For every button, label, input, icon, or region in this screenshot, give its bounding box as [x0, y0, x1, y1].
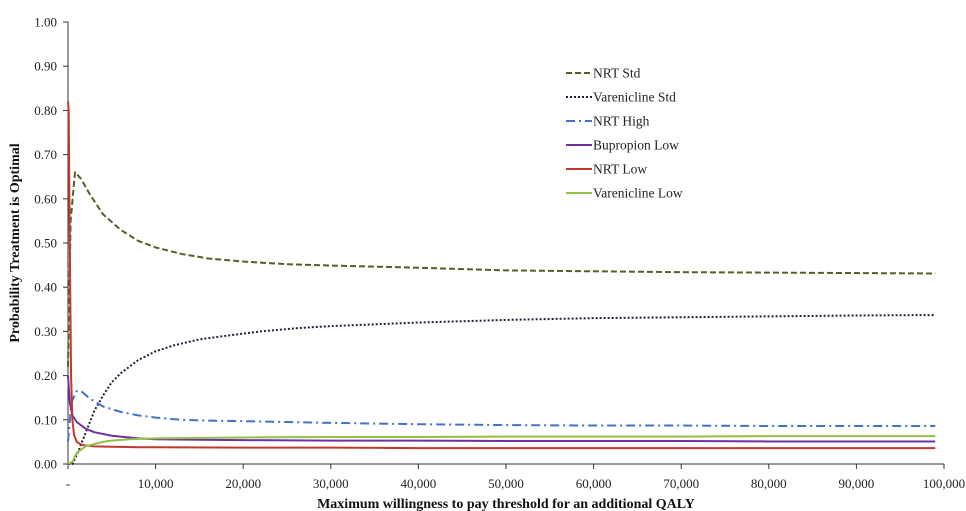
- x-tick-label: 60,000: [576, 476, 612, 491]
- y-tick-label: 0.00: [34, 457, 57, 472]
- series-line-varenicline-std: [68, 314, 936, 465]
- y-tick-label: 0.40: [34, 280, 57, 295]
- x-tick-label: 50,000: [488, 476, 524, 491]
- series-line-bupropion-low: [67, 375, 936, 443]
- y-tick-label: 0.10: [34, 412, 57, 427]
- y-tick-label: 0.60: [34, 191, 57, 206]
- x-tick-label: 20,000: [225, 476, 261, 491]
- y-tick-label: 0.30: [34, 324, 57, 339]
- y-axis-title: Probability Treatment is Optimal: [8, 143, 23, 342]
- y-tick-label: 0.80: [34, 103, 57, 118]
- legend-label-varenicline-std: Varenicline Std: [593, 90, 676, 105]
- x-tick-label: 10,000: [138, 476, 174, 491]
- series-line-nrt-low: [67, 101, 936, 450]
- y-tick-label: 0.70: [34, 147, 57, 162]
- x-tick-label: 80,000: [751, 476, 787, 491]
- x-tick-label: 40,000: [401, 476, 437, 491]
- y-tick-label: 0.20: [34, 368, 57, 383]
- legend-label-nrt-high: NRT High: [593, 114, 650, 129]
- series-line-varenicline-low: [67, 435, 936, 465]
- legend: NRT Std Varenicline Std NRT High Bupropion …: [566, 66, 683, 201]
- legend-label-bupropion-low: Bupropion Low: [593, 138, 679, 153]
- legend-label-nrt-std: NRT Std: [593, 66, 641, 81]
- x-tick-label: 30,000: [313, 476, 349, 491]
- legend-label-nrt-low: NRT Low: [593, 162, 647, 177]
- series-lines: [67, 101, 936, 465]
- y-tick-label: 0.90: [34, 59, 57, 74]
- y-tick-label: 1.00: [34, 15, 57, 30]
- axes: [67, 22, 944, 465]
- legend-label-varenicline-low: Varenicline Low: [593, 186, 683, 201]
- x-tick-label: 70,000: [663, 476, 699, 491]
- y-axis-ticks: 0.00 0.10 0.20 0.30 0.40 0.50 0.60 0.70 0.80 0.90…: [34, 15, 68, 472]
- x-tick-label: -: [66, 476, 70, 491]
- series-line-nrt-high: [67, 390, 936, 442]
- x-axis-ticks: - 10,000 20,000 30,000 40,000 50,000 60,000 70,…: [66, 464, 965, 491]
- x-axis-title: Maximum willingness to pay threshold for…: [317, 497, 695, 511]
- series-line-nrt-std: [67, 171, 936, 367]
- y-tick-label: 0.50: [34, 236, 57, 251]
- x-tick-label: 100,000: [923, 476, 965, 491]
- x-tick-label: 90,000: [839, 476, 875, 491]
